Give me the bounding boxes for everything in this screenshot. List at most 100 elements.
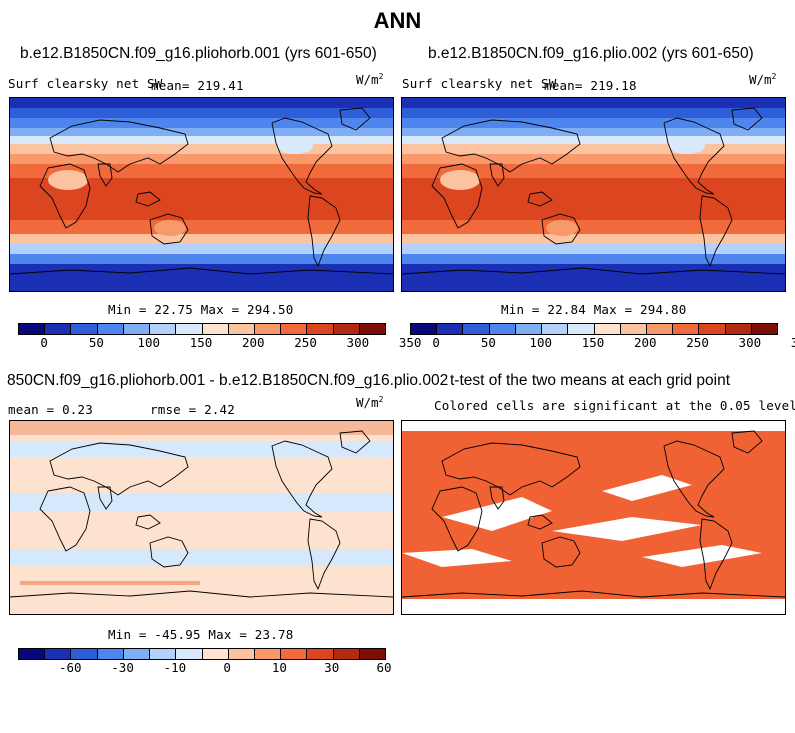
panel-tl-mean: mean= 219.41 [151, 78, 244, 93]
panel-tr-minmax: Min = 22.84 Max = 294.80 [501, 302, 687, 317]
continent-outline [441, 119, 581, 173]
panel-tl-variable: Surf clearsky net SW [8, 76, 163, 91]
continent-outline [527, 514, 553, 530]
diff-positive-band [10, 421, 393, 435]
panel-tr-variable: Surf clearsky net SW [402, 76, 557, 91]
colorbar-swatch [19, 324, 46, 334]
continent-outline [541, 213, 581, 245]
continent-outline [731, 430, 763, 454]
continent-outline [49, 442, 189, 496]
field-band [10, 264, 393, 291]
significance-map [402, 421, 785, 614]
units-label: W/m [356, 395, 379, 411]
colorbar-swatch [489, 324, 516, 334]
field-band [10, 154, 393, 164]
difference-map [10, 421, 393, 614]
colorbar-swatch [123, 649, 151, 659]
continent-outline [97, 163, 113, 187]
colorbar-swatch [673, 324, 700, 334]
colorbar-swatch [542, 324, 569, 334]
colorbar-swatch [202, 649, 229, 659]
continent-outline [307, 195, 341, 268]
colorbar-tick-label: 200 [633, 335, 657, 350]
field-band [402, 144, 785, 154]
field-band [10, 108, 393, 118]
field-band [402, 244, 785, 254]
colorbar-swatch [228, 649, 255, 659]
colorbar-tick-label: 30 [324, 660, 340, 675]
non-significant-cells [552, 517, 702, 541]
field-band [402, 108, 785, 118]
colorbar-swatch [45, 324, 72, 334]
field-band [402, 264, 785, 291]
colorbar-swatch [19, 649, 46, 659]
colorbar-swatch [176, 324, 203, 334]
panel-tr-units: W/m2 [749, 72, 776, 87]
colorbar-swatch [97, 649, 124, 659]
field-band [10, 98, 393, 108]
panel-tl-map [9, 97, 394, 292]
field-patch [277, 138, 313, 154]
colorbar-tick-label: 0 [432, 335, 440, 350]
continent-outline [149, 536, 189, 568]
colorbar-tick-label: 10 [271, 660, 287, 675]
field-patch [669, 138, 705, 154]
colorbar-tick-label: 250 [686, 335, 709, 350]
field-band [402, 164, 785, 178]
units-sup: 2 [378, 395, 384, 404]
colorbar-tick-label: 100 [529, 335, 552, 350]
panel-bl-colorbar [18, 648, 386, 660]
colorbar-swatch [411, 324, 438, 334]
colorbar-swatch [281, 649, 308, 659]
panel-bl-mean: mean = 0.23 [8, 402, 93, 417]
diff-negative-band [10, 549, 393, 565]
panel-tr-title: b.e12.B1850CN.f09_g16.plio.002 (yrs 601-… [428, 45, 754, 62]
colorbar-swatch [123, 324, 151, 334]
panel-br-title: t-test of the two means at each grid poi… [450, 372, 731, 389]
colorbar-swatch [646, 324, 674, 334]
panel-bl-units: W/m2 [356, 395, 383, 410]
field-band [402, 118, 785, 128]
continent-outline [271, 117, 333, 195]
diff-negative-band [10, 441, 393, 457]
colorbar-swatch [71, 649, 98, 659]
colorbar-tick-label: -10 [163, 660, 187, 675]
field-band [10, 136, 393, 144]
continent-outline [39, 486, 91, 552]
colorbar-swatch [359, 649, 386, 659]
colorbar-swatch [725, 324, 752, 334]
colorbar-swatch [751, 324, 778, 334]
panel-tl-colorbar [18, 323, 386, 335]
continent-outline [10, 590, 393, 598]
colorbar-swatch [150, 324, 177, 334]
continent-outline [541, 536, 581, 568]
colorbar-swatch [620, 324, 647, 334]
panel-bl-rmse: rmse = 2.42 [150, 402, 235, 417]
non-significant-cells [402, 421, 785, 431]
non-significant-cells [642, 545, 762, 567]
units-sup: 2 [771, 72, 777, 81]
field-band [402, 194, 785, 220]
continent-outline [49, 119, 189, 173]
field-band [402, 98, 785, 108]
continent-outline [441, 442, 581, 496]
colorbar-tick-label: 300 [738, 335, 762, 350]
continent-outline [527, 191, 553, 207]
field-band [402, 254, 785, 264]
colorbar-swatch [150, 649, 177, 659]
colorbar-swatch [202, 324, 229, 334]
panel-tl-minmax: Min = 22.75 Max = 294.50 [108, 302, 294, 317]
continent-outline [339, 107, 371, 131]
colorbar-swatch [45, 649, 72, 659]
panel-tr-mean: mean= 219.18 [544, 78, 637, 93]
field-band [402, 234, 785, 244]
continent-outline [135, 191, 161, 207]
continent-outline [699, 518, 733, 591]
colorbar-tick-label: 50 [88, 335, 104, 350]
continent-outline [97, 486, 113, 510]
field-band [10, 178, 393, 194]
colorbar-tick-label: 300 [346, 335, 370, 350]
continent-outline [402, 267, 785, 275]
colorbar-swatch [71, 324, 98, 334]
continent-outline [663, 440, 725, 518]
